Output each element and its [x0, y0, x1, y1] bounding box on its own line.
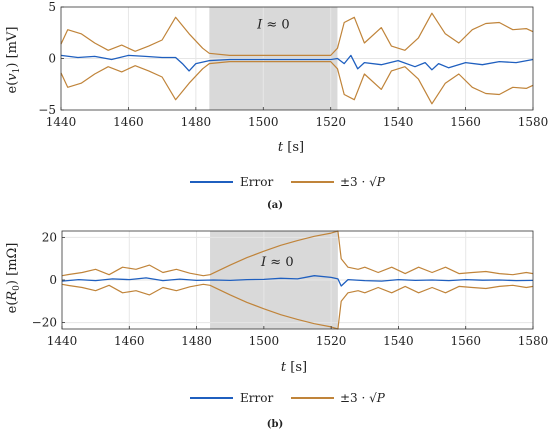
chart-a-ytick-label-1: 0: [48, 52, 56, 66]
chart-b-xtick-label-5: 1540: [383, 334, 414, 348]
chart-a-ylabel: e(v1) [mV]: [5, 27, 22, 94]
chart-a-series: [60, 12, 534, 105]
chart-a-xtick-label-3: 1500: [248, 115, 279, 129]
chart-b-caption: (b): [267, 419, 283, 430]
chart-b-ytick-label-1: 0: [49, 273, 57, 287]
chart-a-xtick-label-4: 1520: [315, 115, 346, 129]
chart-a-legend-error: Error: [240, 175, 273, 189]
chart-a-legend: Error ±3 · √P: [190, 175, 386, 189]
chart-a-xtick-label-5: 1540: [383, 115, 414, 129]
chart-a-shade-group: [61, 7, 533, 110]
chart-b-ytick-label-0: −20: [32, 316, 57, 330]
chart-a-xlabel: t [s]: [278, 140, 304, 155]
chart-a: 1440 1460 1480 1500 1520 1540 1560 1580 −5 0 5 e(v…: [5, 0, 548, 211]
chart-b-xlabel: t [s]: [281, 360, 307, 375]
chart-b-xtick-label-1: 1460: [114, 334, 145, 348]
chart-b-ylabel: e(R0) [mΩ]: [5, 243, 22, 314]
chart-a-xtick-label-7: 1580: [518, 115, 549, 129]
chart-b-annotation: I ≈ 0: [260, 255, 294, 270]
chart-a-bound-upper-line: [60, 12, 534, 57]
chart-b-xtick-label-7: 1580: [518, 334, 549, 348]
chart-b-xtick-label-4: 1520: [316, 334, 347, 348]
chart-b-xtick-label-2: 1480: [181, 334, 212, 348]
chart-a-xtick-label-1: 1460: [113, 115, 144, 129]
chart-a-ytick-label-0: −5: [38, 103, 56, 117]
chart-a-error-line: [60, 54, 534, 72]
chart-a-annotation: I ≈ 0: [256, 18, 290, 33]
chart-a-xtick-label-2: 1480: [181, 115, 212, 129]
chart-b-xtick-label-6: 1560: [450, 334, 481, 348]
chart-b-ticks: 1440 1460 1480 1500 1520 1540 1560 1580 −20 0 20: [32, 230, 549, 348]
chart-a-ticks: 1440 1460 1480 1500 1520 1540 1560 1580 −5 0 5: [38, 0, 548, 129]
chart-b: 1440 1460 1480 1500 1520 1540 1560 1580 −20 0 20 e…: [5, 230, 548, 430]
chart-b-legend-error: Error: [240, 391, 273, 405]
chart-b-bound-upper-line: [61, 230, 534, 277]
chart-b-error-line: [61, 275, 534, 287]
chart-b-legend-bound: ±3 · √P: [340, 391, 386, 405]
chart-a-bound-lower-line: [60, 60, 534, 105]
chart-a-legend-bound: ±3 · √P: [340, 175, 386, 189]
chart-a-caption: (a): [267, 200, 283, 211]
chart-a-xtick-label-6: 1560: [450, 115, 481, 129]
chart-a-xtick-label-0: 1440: [46, 115, 77, 129]
chart-a-ytick-label-2: 5: [48, 0, 56, 14]
chart-b-ytick-label-2: 20: [42, 230, 57, 244]
chart-b-xtick-label-0: 1440: [47, 334, 78, 348]
chart-b-legend: Error ±3 · √P: [190, 391, 386, 405]
chart-b-xtick-label-3: 1500: [249, 334, 280, 348]
